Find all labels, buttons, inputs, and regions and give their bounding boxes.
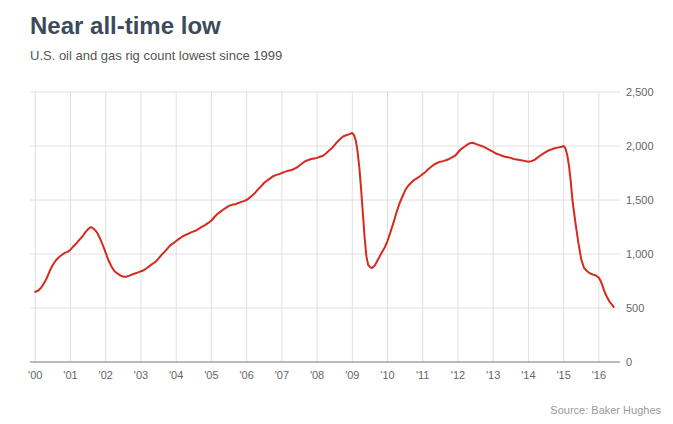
x-grid-line <box>105 92 106 362</box>
x-grid-line <box>70 92 71 362</box>
x-grid-line <box>211 92 212 362</box>
x-grid-line <box>246 92 247 362</box>
source: Source: Baker Hughes <box>550 404 661 416</box>
y-grid-line <box>30 362 620 363</box>
y-tick-label: 2,000 <box>626 140 654 152</box>
y-grid-line <box>30 92 620 93</box>
title: Near all-time low <box>30 12 221 39</box>
y-grid-line <box>30 254 620 255</box>
y-tick-label: 500 <box>626 302 644 314</box>
grid <box>30 92 620 362</box>
x-tick-label: '09 <box>345 369 359 381</box>
x-grid-line <box>563 92 564 362</box>
y-grid-line <box>30 200 620 201</box>
y-grid-line <box>30 308 620 309</box>
x-tick-label: '12 <box>451 369 465 381</box>
x-tick-label: '15 <box>556 369 570 381</box>
x-tick-label: '16 <box>592 369 606 381</box>
subtitle: U.S. oil and gas rig count lowest since … <box>30 48 282 63</box>
x-grid-line <box>528 92 529 362</box>
x-tick-label: '04 <box>169 369 183 381</box>
x-grid-line <box>317 92 318 362</box>
x-grid-line <box>493 92 494 362</box>
x-tick-label: '11 <box>416 369 430 381</box>
y-axis: 0 500 1,000 1,500 2,000 2,500 <box>626 86 654 368</box>
plot-area <box>35 133 613 307</box>
x-tick-label: '00 <box>28 369 42 381</box>
y-tick-label: 2,500 <box>626 86 654 98</box>
y-grid-line <box>30 146 620 147</box>
x-grid-line <box>140 92 141 362</box>
x-grid-line <box>281 92 282 362</box>
x-tick-label: '02 <box>99 369 113 381</box>
x-tick-label: '10 <box>380 369 394 381</box>
y-tick-label: 0 <box>626 356 632 368</box>
x-grid-line <box>176 92 177 362</box>
x-tick-label: '14 <box>521 369 535 381</box>
x-grid-line <box>35 92 36 362</box>
x-grid-line <box>387 92 388 362</box>
background <box>0 0 673 424</box>
x-axis-line <box>30 362 620 363</box>
x-tick-label: '05 <box>204 369 218 381</box>
line <box>35 133 613 307</box>
x-grid-line <box>457 92 458 362</box>
y-tick-label: 1,500 <box>626 194 654 206</box>
x-tick-label: '01 <box>63 369 77 381</box>
x-tick-label: '08 <box>310 369 324 381</box>
chart: Near all-time low U.S. oil and gas rig co… <box>0 0 673 424</box>
x-tick-label: '06 <box>239 369 253 381</box>
x-tick-label: '13 <box>486 369 500 381</box>
x-grid-line <box>422 92 423 362</box>
y-tick-label: 1,000 <box>626 248 654 260</box>
x-tick-label: '07 <box>275 369 289 381</box>
x-tick-label: '03 <box>134 369 148 381</box>
x-grid-line <box>598 92 599 362</box>
x-axis: '00 '01 '02 '03 '04 '05 '06 '07 '08 '09 '10 '11 '12 '… <box>28 369 606 381</box>
